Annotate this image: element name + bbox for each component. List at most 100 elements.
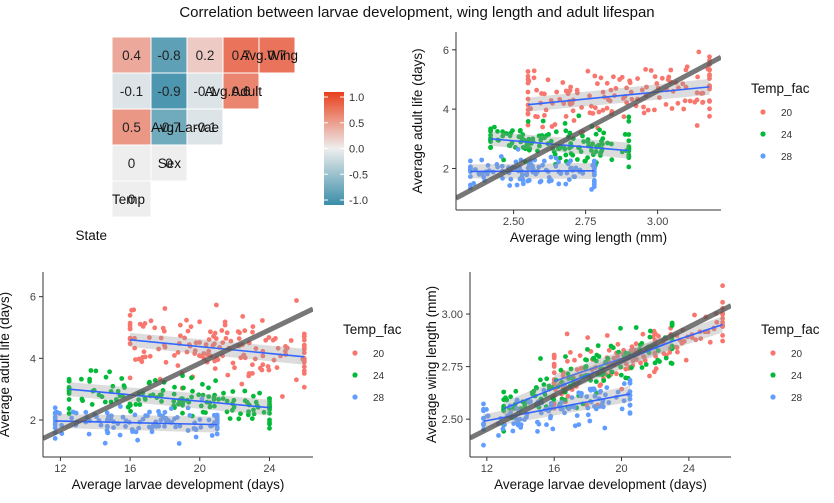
data-point [156, 423, 162, 429]
data-point [546, 132, 551, 137]
data-point [128, 408, 134, 414]
data-point [246, 373, 252, 379]
data-point [228, 338, 234, 344]
data-point [541, 382, 547, 387]
data-point [563, 181, 569, 187]
figure-title: Correlation between larvae development, … [179, 4, 655, 21]
x-tick-label: 12 [481, 463, 493, 475]
data-point [147, 335, 152, 340]
data-point [185, 405, 191, 411]
data-point [102, 440, 108, 446]
data-point [576, 113, 582, 119]
data-point [695, 74, 700, 80]
data-point [127, 401, 133, 407]
heatmap-variable-label: Sex [158, 156, 182, 171]
heatmap-variable-label: Avg.Wing [240, 48, 298, 63]
overall-fit-line [470, 303, 731, 441]
data-point [580, 133, 585, 139]
data-point [643, 67, 648, 72]
data-point [629, 365, 634, 371]
data-point [561, 101, 567, 106]
data-point [518, 422, 524, 427]
data-point [604, 105, 610, 111]
data-point [499, 163, 505, 169]
y-tick-label: 2.50 [442, 414, 463, 426]
data-point [513, 388, 519, 394]
data-point [570, 152, 576, 158]
data-point [626, 132, 632, 137]
legend-label: 24 [373, 371, 385, 382]
y-tick-label: 6 [30, 292, 36, 304]
data-point [198, 353, 204, 359]
x-tick-label: 12 [54, 463, 66, 475]
heatmap-cell-label: -0.1 [193, 84, 216, 99]
data-point [301, 371, 307, 376]
data-point [598, 382, 604, 387]
data-point [668, 360, 674, 366]
data-point [559, 396, 565, 402]
data-point [627, 78, 632, 84]
data-point [544, 376, 550, 382]
data-point [239, 381, 245, 387]
x-tick-label: 2.50 [503, 216, 524, 228]
data-point [525, 107, 531, 113]
data-point [593, 379, 599, 384]
legend-label: 28 [791, 393, 803, 404]
data-point [145, 413, 150, 419]
data-point [540, 118, 546, 124]
y-tick-label: 4 [30, 353, 36, 365]
data-point [714, 319, 720, 325]
data-point [508, 394, 513, 400]
data-point [538, 410, 544, 416]
data-point [508, 410, 513, 415]
data-point [720, 316, 725, 321]
data-point [207, 404, 213, 410]
data-point [495, 129, 500, 134]
heatmap-cell-label: -0.1 [120, 84, 143, 99]
data-point [274, 365, 280, 370]
heatmap-cell-label: 0.7 [268, 48, 287, 63]
data-point [160, 388, 166, 393]
data-point [137, 402, 143, 407]
data-point [557, 155, 563, 161]
data-point [484, 407, 489, 412]
data-point [542, 113, 547, 118]
data-point [260, 362, 266, 368]
data-point [193, 427, 199, 433]
data-point [514, 397, 520, 403]
data-point [707, 98, 712, 104]
colorbar-tick-label: 0.5 [349, 118, 364, 130]
data-point [578, 149, 584, 155]
data-point [663, 102, 669, 107]
data-point [237, 330, 243, 336]
data-point [619, 406, 625, 412]
data-point [517, 176, 523, 182]
data-point [563, 152, 569, 158]
data-point [252, 356, 258, 362]
data-point [593, 105, 598, 111]
data-point [206, 337, 212, 342]
series-fit-line [130, 339, 305, 358]
data-point [546, 175, 552, 180]
data-point [699, 91, 704, 96]
data-point [629, 344, 635, 350]
data-point [626, 118, 632, 124]
data-point [165, 417, 171, 423]
data-point [528, 399, 533, 404]
data-point [627, 389, 633, 394]
heatmap-cell-label: -0.7 [157, 120, 180, 135]
data-point [508, 176, 514, 182]
data-point [548, 415, 553, 421]
data-point [525, 119, 531, 124]
data-point [623, 366, 629, 372]
heatmap-cell-label: 0.2 [196, 48, 215, 63]
data-point [683, 357, 689, 363]
legend-label: 24 [781, 130, 793, 141]
data-point [175, 363, 181, 368]
data-point [142, 397, 148, 402]
data-point [70, 409, 76, 415]
data-point [621, 96, 626, 101]
data-point [206, 385, 211, 391]
heatmap-variable-label: Avg.Larvae [151, 120, 219, 135]
x-tick-label: 2.75 [575, 216, 596, 228]
